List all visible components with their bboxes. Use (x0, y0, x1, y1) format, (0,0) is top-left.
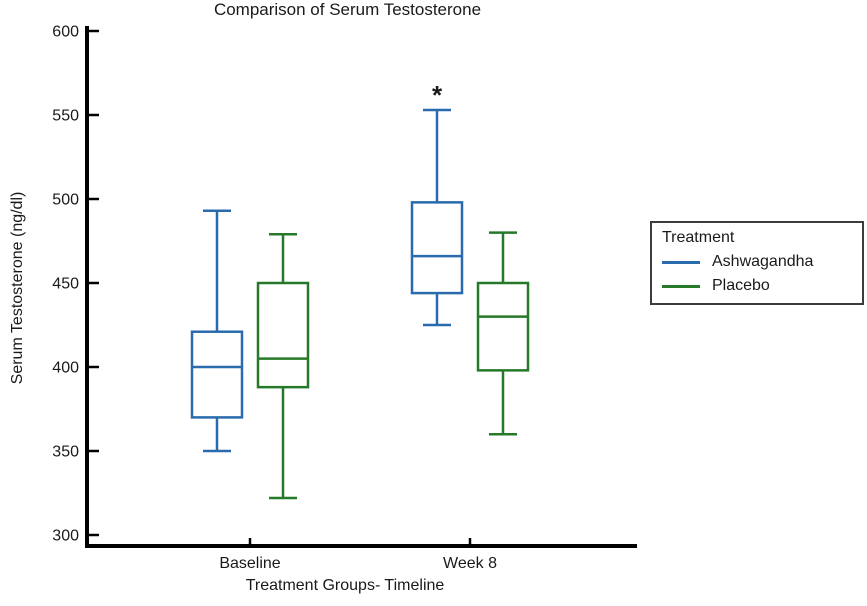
y-tick-label: 550 (52, 108, 79, 125)
chart-title: Comparison of Serum Testosterone (213, 0, 482, 19)
y-tick-label: 450 (52, 276, 79, 293)
legend-label-placebo: Placebo (712, 277, 770, 294)
y-tick-label: 600 (52, 24, 79, 41)
significance-asterisk: * (432, 80, 443, 110)
placebo-line-swatch (662, 284, 700, 288)
x-category-label: Week 8 (443, 555, 497, 572)
x-category-label: Baseline (219, 555, 280, 572)
legend-entry-placebo: Placebo (662, 277, 852, 295)
box-ashwagandha-baseline-iqr (190, 330, 244, 419)
box-ashwagandha-week8-iqr (410, 201, 464, 295)
ashwagandha-line-swatch (662, 260, 700, 264)
box-placebo-week8-iqr (476, 281, 530, 372)
legend: Treatment Ashwagandha Placebo (650, 221, 864, 305)
y-tick-label: 500 (52, 192, 79, 209)
legend-title: Treatment (662, 229, 735, 246)
legend-entry-ashwagandha: Ashwagandha (662, 253, 852, 271)
legend-label-ashwagandha: Ashwagandha (712, 253, 814, 270)
y-tick-label: 350 (52, 444, 79, 461)
x-axis-title: Treatment Groups- Timeline (245, 577, 445, 594)
y-tick-label: 300 (52, 528, 79, 545)
box-placebo-baseline-iqr (256, 281, 310, 389)
y-tick-label: 400 (52, 360, 79, 377)
